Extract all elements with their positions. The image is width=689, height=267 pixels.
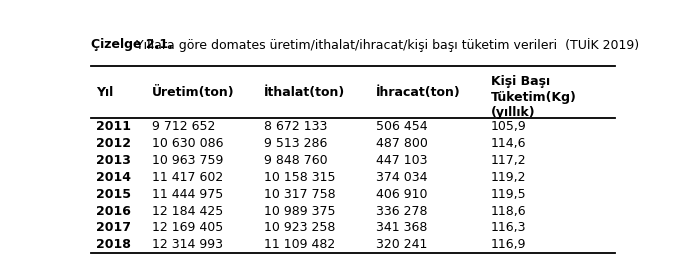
Text: Tüketim(Kg): Tüketim(Kg)	[491, 91, 577, 104]
Text: 2014: 2014	[96, 171, 131, 184]
Text: 11 109 482: 11 109 482	[264, 238, 335, 251]
Text: 10 630 086: 10 630 086	[152, 137, 223, 150]
Text: 119,2: 119,2	[491, 171, 526, 184]
Text: 10 989 375: 10 989 375	[264, 205, 336, 218]
Text: 341 368: 341 368	[376, 221, 427, 234]
Text: 10 317 758: 10 317 758	[264, 188, 336, 201]
Text: 118,6: 118,6	[491, 205, 526, 218]
Text: 10 963 759: 10 963 759	[152, 154, 223, 167]
Text: 2011: 2011	[96, 120, 131, 133]
Text: 374 034: 374 034	[376, 171, 428, 184]
Text: 12 184 425: 12 184 425	[152, 205, 223, 218]
Text: İhracat(ton): İhracat(ton)	[376, 86, 461, 99]
Text: 2015: 2015	[96, 188, 131, 201]
Text: Çizelge 2.1.: Çizelge 2.1.	[92, 38, 174, 51]
Text: Üretim(ton): Üretim(ton)	[152, 86, 234, 99]
Text: 447 103: 447 103	[376, 154, 428, 167]
Text: 11 444 975: 11 444 975	[152, 188, 223, 201]
Text: İthalat(ton): İthalat(ton)	[264, 86, 345, 99]
Text: 320 241: 320 241	[376, 238, 427, 251]
Text: 9 513 286: 9 513 286	[264, 137, 327, 150]
Text: Kişi Başı: Kişi Başı	[491, 75, 550, 88]
Text: 2018: 2018	[96, 238, 131, 251]
Text: 9 848 760: 9 848 760	[264, 154, 327, 167]
Text: (yıllık): (yıllık)	[491, 106, 535, 119]
Text: 2017: 2017	[96, 221, 131, 234]
Text: Yıllara göre domates üretim/ithalat/ihracat/kişi başı tüketim verileri  (TUİK 20: Yıllara göre domates üretim/ithalat/ihra…	[132, 38, 639, 52]
Text: Yıl: Yıl	[96, 86, 113, 99]
Text: 116,9: 116,9	[491, 238, 526, 251]
Text: 119,5: 119,5	[491, 188, 526, 201]
Text: 336 278: 336 278	[376, 205, 428, 218]
Text: 12 169 405: 12 169 405	[152, 221, 223, 234]
Text: 2012: 2012	[96, 137, 131, 150]
Text: 12 314 993: 12 314 993	[152, 238, 223, 251]
Text: 116,3: 116,3	[491, 221, 526, 234]
Text: 2013: 2013	[96, 154, 131, 167]
Text: 406 910: 406 910	[376, 188, 428, 201]
Text: 105,9: 105,9	[491, 120, 526, 133]
Text: 114,6: 114,6	[491, 137, 526, 150]
Text: 11 417 602: 11 417 602	[152, 171, 223, 184]
Text: 2016: 2016	[96, 205, 131, 218]
Text: 8 672 133: 8 672 133	[264, 120, 327, 133]
Text: 487 800: 487 800	[376, 137, 428, 150]
Text: 506 454: 506 454	[376, 120, 428, 133]
Text: 10 923 258: 10 923 258	[264, 221, 336, 234]
Text: 10 158 315: 10 158 315	[264, 171, 336, 184]
Text: 9 712 652: 9 712 652	[152, 120, 215, 133]
Text: 117,2: 117,2	[491, 154, 526, 167]
